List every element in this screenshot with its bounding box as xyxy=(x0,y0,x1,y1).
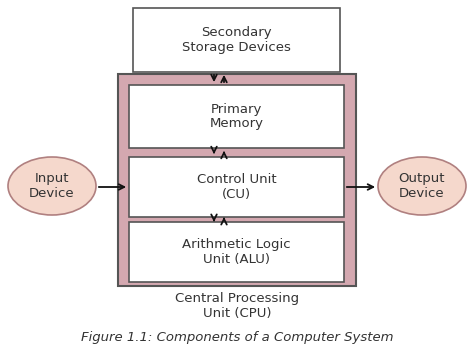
Text: Primary
Memory: Primary Memory xyxy=(210,103,264,131)
Text: Figure 1.1: Components of a Computer System: Figure 1.1: Components of a Computer Sys… xyxy=(81,331,393,345)
Text: Input
Device: Input Device xyxy=(29,172,75,200)
FancyBboxPatch shape xyxy=(129,85,344,148)
Text: Control Unit
(CU): Control Unit (CU) xyxy=(197,173,276,201)
FancyBboxPatch shape xyxy=(129,157,344,217)
Text: Secondary
Storage Devices: Secondary Storage Devices xyxy=(182,26,291,54)
FancyBboxPatch shape xyxy=(129,222,344,282)
Text: Arithmetic Logic
Unit (ALU): Arithmetic Logic Unit (ALU) xyxy=(182,238,291,266)
Ellipse shape xyxy=(8,157,96,215)
Ellipse shape xyxy=(378,157,466,215)
Text: Central Processing
Unit (CPU): Central Processing Unit (CPU) xyxy=(175,292,299,320)
FancyBboxPatch shape xyxy=(133,8,340,72)
Text: Output
Device: Output Device xyxy=(399,172,445,200)
FancyBboxPatch shape xyxy=(118,74,356,286)
